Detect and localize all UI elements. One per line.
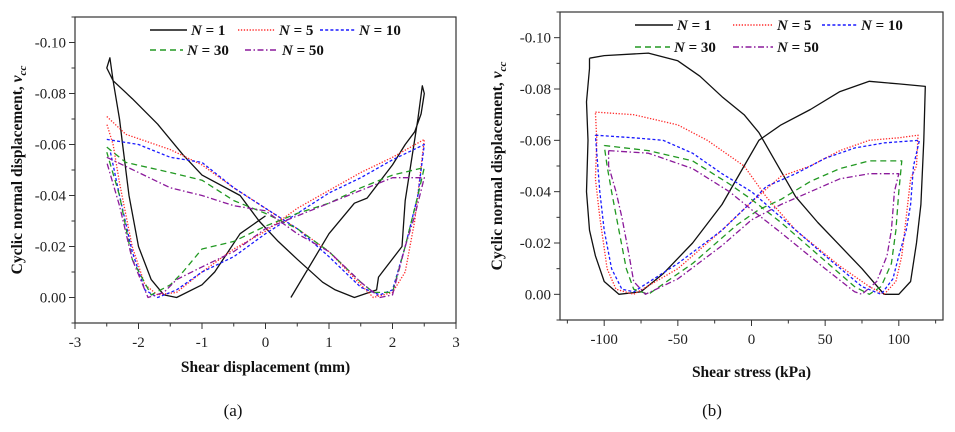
legend-label-value: = 30 xyxy=(198,43,229,59)
legend-label-symbol: N xyxy=(186,43,199,59)
legend-label: N = 50 xyxy=(281,43,324,59)
x-tick-label: -100 xyxy=(590,332,618,348)
legend-item: N = 1 xyxy=(635,18,711,34)
legend-label-symbol: N xyxy=(281,43,294,59)
legend-label-value: = 5 xyxy=(290,23,314,39)
series-line xyxy=(594,111,919,295)
legend-label-value: = 50 xyxy=(293,43,324,59)
legend-label: N = 1 xyxy=(676,18,711,34)
series-line xyxy=(106,156,425,299)
legend-label-symbol: N xyxy=(190,23,203,39)
plot-frame xyxy=(559,11,944,321)
x-tick-label: -1 xyxy=(196,335,209,351)
x-axis-title: Shear displacement (mm) xyxy=(181,359,350,376)
y-tick-label: -0.04 xyxy=(520,185,552,201)
x-tick-label: 2 xyxy=(389,335,397,351)
legend-label: N = 30 xyxy=(186,43,229,59)
y-axis-symbol: v xyxy=(9,74,26,82)
panel-label: (a) xyxy=(224,401,243,420)
y-tick-label: 0.00 xyxy=(40,291,66,307)
legend-label-symbol: N xyxy=(860,18,873,34)
legend-label-symbol: N xyxy=(776,40,789,56)
legend-label-symbol: N xyxy=(776,18,789,34)
chart-panel-a: -3 -2 -1 0 1 2 3 -0.10 -0.08 -0.06 -0.04 -0.02 0.00 S… xyxy=(9,16,460,420)
series-line xyxy=(106,138,425,299)
x-tick-label: 100 xyxy=(888,332,911,348)
x-tick-label: 50 xyxy=(818,332,833,348)
legend-label: N = 5 xyxy=(776,18,811,34)
y-axis-title-text: Cyclic normal displacement, xyxy=(489,78,506,270)
series-line xyxy=(603,144,903,295)
legend-label-value: = 1 xyxy=(688,18,712,34)
legend-label: N = 50 xyxy=(776,40,819,56)
x-tick-label: 1 xyxy=(325,335,333,351)
y-tick-label: -0.08 xyxy=(520,82,551,98)
y-tick-label: -0.08 xyxy=(35,87,66,103)
series-line xyxy=(106,146,425,296)
chart-panel-b: -100 -50 0 50 100 -0.10 -0.08 -0.06 -0.04 -0.02 0.… xyxy=(489,11,944,420)
y-tick-label: 0.00 xyxy=(525,287,551,303)
series-line xyxy=(607,149,900,295)
legend-item: N = 1 xyxy=(150,23,225,39)
legend-label-value: = 5 xyxy=(788,18,812,34)
legend-label-symbol: N xyxy=(673,40,686,56)
legend-item: N = 50 xyxy=(245,43,324,59)
legend-label-symbol: N xyxy=(278,23,291,39)
y-tick-label: -0.04 xyxy=(35,189,67,205)
x-tick-label: 0 xyxy=(262,335,270,351)
y-tick-label: -0.10 xyxy=(520,31,551,47)
panel-label: (b) xyxy=(702,401,722,420)
y-axis-subscript: cc xyxy=(17,66,29,76)
legend-label-value: = 30 xyxy=(685,40,716,56)
x-tick-label: 0 xyxy=(748,332,756,348)
legend-label-value: = 1 xyxy=(202,23,226,39)
legend-item: N = 30 xyxy=(150,43,229,59)
y-tick-label: -0.02 xyxy=(35,240,66,256)
legend-label-value: = 10 xyxy=(370,23,401,39)
legend-label: N = 30 xyxy=(673,40,716,56)
legend-label-symbol: N xyxy=(676,18,689,34)
y-tick-label: -0.06 xyxy=(35,138,67,154)
y-tick-label: -0.10 xyxy=(35,36,66,52)
legend-item: N = 50 xyxy=(733,40,819,56)
legend-label: N = 5 xyxy=(278,23,313,39)
x-tick-label: 3 xyxy=(452,335,460,351)
x-tick-label: -50 xyxy=(668,332,688,348)
x-axis-title: Shear stress (kPa) xyxy=(692,364,811,381)
series-line xyxy=(106,57,425,299)
y-axis-title-text: Cyclic normal displacement, xyxy=(9,82,26,274)
y-axis-symbol: v xyxy=(489,70,506,78)
legend-item: N = 5 xyxy=(238,23,313,39)
y-tick-label: -0.02 xyxy=(520,236,551,252)
legend-item: N = 10 xyxy=(320,23,401,39)
x-tick-label: -2 xyxy=(132,335,145,351)
series-line xyxy=(585,52,926,295)
legend-label: N = 10 xyxy=(358,23,401,39)
legend-item: N = 5 xyxy=(733,18,811,34)
legend-label-value: = 10 xyxy=(872,18,903,34)
legend-label-symbol: N xyxy=(358,23,371,39)
legend-item: N = 10 xyxy=(822,18,903,34)
y-axis-title: Cyclic normal displacement, vcc xyxy=(489,62,509,271)
legend-label: N = 1 xyxy=(190,23,225,39)
series-line xyxy=(106,116,425,299)
x-tick-label: -3 xyxy=(69,335,82,351)
y-tick-label: -0.06 xyxy=(520,133,552,149)
legend-label: N = 10 xyxy=(860,18,903,34)
y-axis-title: Cyclic normal displacement, vcc xyxy=(9,66,29,275)
legend-label-value: = 50 xyxy=(788,40,819,56)
y-axis-subscript: cc xyxy=(497,62,509,72)
legend-item: N = 30 xyxy=(635,40,716,56)
